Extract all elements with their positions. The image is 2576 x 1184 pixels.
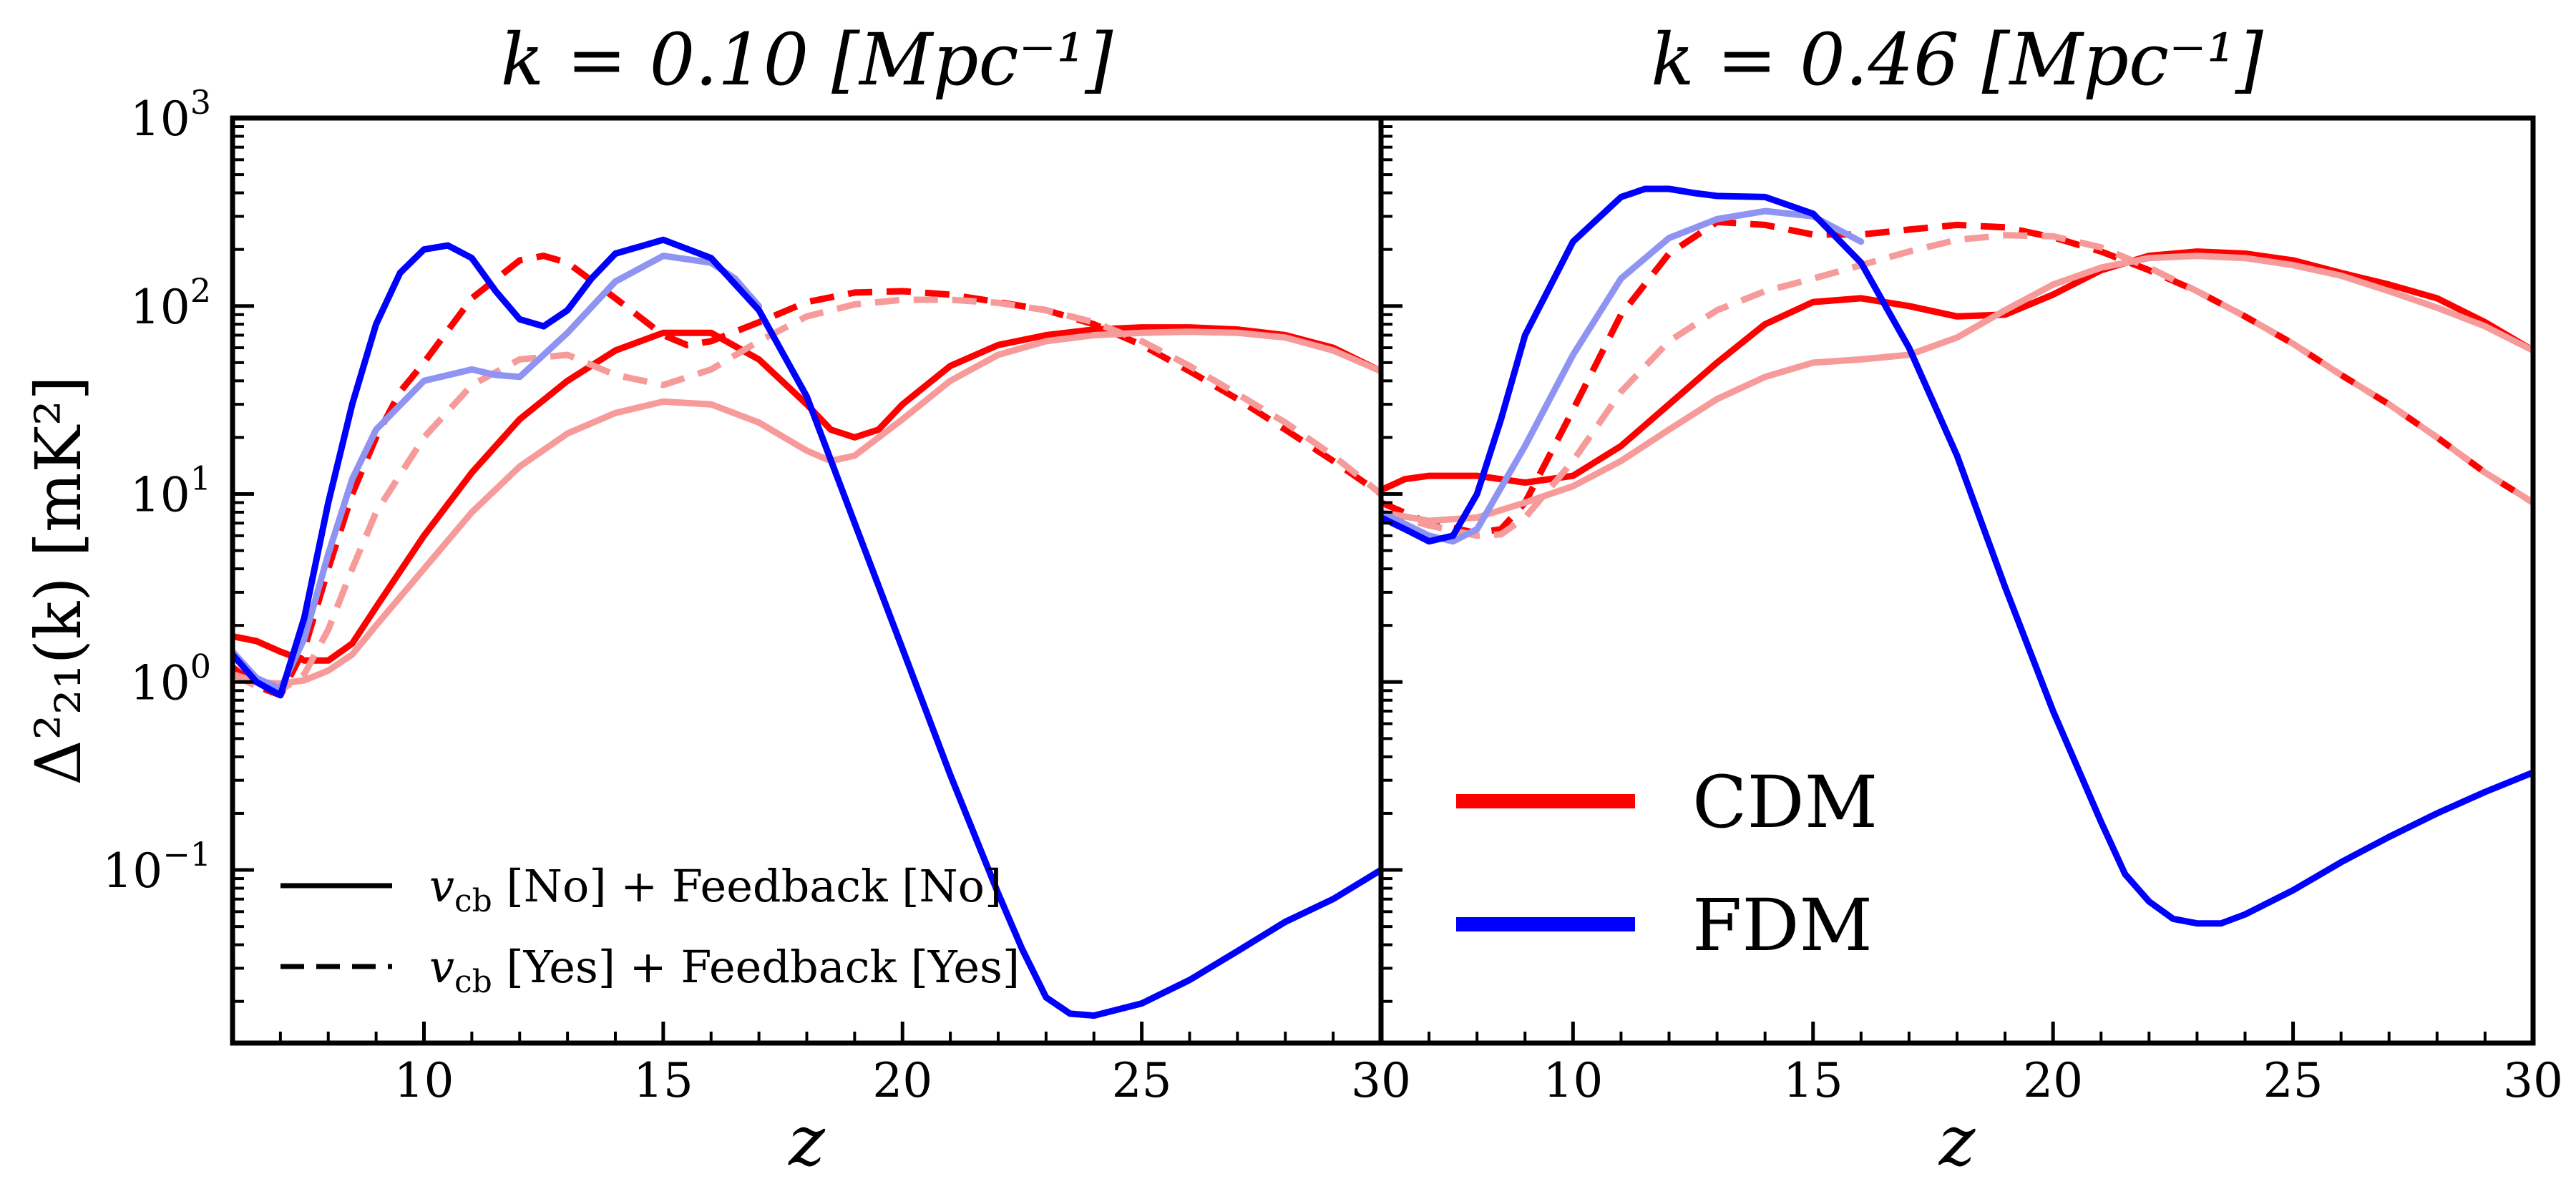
y-tick-exponent: 0 — [190, 647, 211, 685]
y-tick-exponent: −1 — [162, 835, 211, 874]
y-tick-label: 102 — [130, 271, 211, 335]
legend-var-subscript: cb — [454, 964, 492, 1000]
series-line-cdm-vcb-and-feedback — [1381, 218, 2533, 537]
legend-var: v — [429, 860, 454, 912]
x-tick-label: 15 — [1783, 1053, 1843, 1108]
y-tick-base: 10 — [130, 655, 190, 710]
x-axis-label: z — [788, 1101, 826, 1180]
legend-var: v — [429, 941, 454, 993]
y-tick-label: 100 — [130, 647, 211, 710]
series-line-fdm-no-vcb-no-feedback-faint — [1381, 207, 1865, 545]
series-line-cdm-no-vcb-no-feedback — [233, 324, 1381, 664]
legend-label: vcb [Yes] + Feedback [Yes] — [429, 941, 1020, 1000]
series-line-cdm-vcb-and-feedback-faint — [233, 296, 1381, 694]
x-tick-label: 20 — [872, 1053, 932, 1108]
legend-text: [Yes] + Feedback [Yes] — [492, 941, 1020, 993]
y-tick-base: 10 — [130, 280, 190, 335]
legend-label: vcb [No] + Feedback [No] — [429, 860, 1002, 919]
series-line-fdm-no-vcb-no-feedback-faint — [233, 253, 763, 693]
series-line-cdm-no-vcb-no-feedback-faint — [233, 328, 1381, 688]
panel-title: k = 0.10 [Mpc⁻¹] — [501, 18, 1114, 102]
x-tick-label: 30 — [2503, 1053, 2563, 1108]
x-tick-label: 25 — [2263, 1053, 2323, 1108]
series-line-fdm-no-vcb-no-feedback — [233, 236, 1381, 1019]
y-tick-label: 103 — [130, 83, 211, 147]
legend-label-fdm: FDM — [1692, 884, 1873, 967]
legend-var-subscript: cb — [454, 883, 492, 919]
series-line-cdm-no-vcb-no-feedback-faint — [1381, 253, 2533, 524]
series-group — [1381, 185, 2533, 927]
x-tick-label: 30 — [1351, 1053, 1411, 1108]
legend: vcb [No] + Feedback [No]vcb [Yes] + Feed… — [280, 860, 1020, 1000]
x-tick-label: 10 — [1543, 1053, 1603, 1108]
y-tick-label: 10−1 — [102, 835, 211, 899]
x-tick-label: 20 — [2023, 1053, 2083, 1108]
tick-marks — [231, 116, 1383, 1043]
y-tick-base: 10 — [102, 843, 162, 899]
series-group — [233, 236, 1381, 1019]
y-tick-base: 10 — [130, 468, 190, 523]
x-tick-label: 15 — [633, 1053, 693, 1108]
series-line-cdm-vcb-and-feedback — [233, 253, 1381, 699]
y-tick-exponent: 2 — [190, 271, 211, 310]
series-line-fdm-no-vcb-no-feedback — [1381, 185, 2533, 927]
legend-text: [No] + Feedback [No] — [492, 860, 1002, 912]
legend: CDM FDM — [1456, 760, 1878, 967]
panel-1: k = 0.10 [Mpc⁻¹]10 15 20 25 30z1031021011001… — [21, 18, 1411, 1181]
legend-label-cdm: CDM — [1692, 760, 1878, 844]
series-line-cdm-vcb-and-feedback-faint — [1381, 232, 2533, 539]
y-tick-exponent: 3 — [190, 83, 211, 122]
panel-title: k = 0.46 [Mpc⁻¹] — [1651, 18, 2264, 102]
y-tick-exponent: 1 — [190, 459, 211, 498]
plot-frame — [1378, 115, 2536, 1046]
x-tick-label: 25 — [1112, 1053, 1172, 1108]
tick-marks — [1380, 116, 2535, 1043]
panel-2: k = 0.46 [Mpc⁻¹] 10 15 20 25 30 z CDM FDM — [1378, 18, 2563, 1181]
x-tick-label: 10 — [394, 1053, 454, 1108]
y-tick-label: 101 — [130, 459, 211, 523]
x-axis-label: z — [1938, 1101, 1976, 1180]
y-axis-label: Δ²₂₁(k) [mK²] — [21, 376, 95, 785]
y-tick-base: 10 — [130, 92, 190, 147]
